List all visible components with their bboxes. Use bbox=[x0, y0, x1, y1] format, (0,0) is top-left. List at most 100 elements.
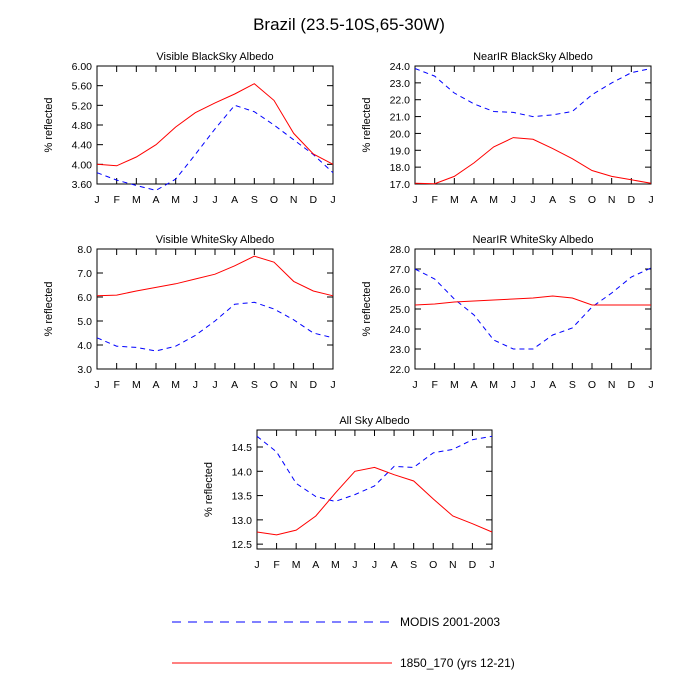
panel-5-series-model bbox=[256, 466, 493, 536]
panel-1-ytick-label: 4.00 bbox=[72, 159, 93, 171]
panel-5-xtick-label: O bbox=[429, 559, 437, 571]
panel-2-xtick-label: F bbox=[431, 194, 437, 206]
panel-5-xtick-label: J bbox=[489, 559, 494, 571]
panel-1-ytick-label: 3.60 bbox=[72, 179, 93, 191]
panel-3-frame bbox=[96, 248, 334, 370]
panel-3-ytick-label: 8.0 bbox=[77, 244, 92, 256]
panel-2-xtick-label: J bbox=[648, 194, 653, 206]
panel-2-xtick-label: S bbox=[569, 194, 576, 206]
panel-4-ytick-label: 23.0 bbox=[390, 344, 411, 356]
panel-5-xtick-label: M bbox=[292, 559, 301, 571]
panel-5-xtick-label: J bbox=[254, 559, 259, 571]
panel-2-series-modis bbox=[414, 68, 652, 118]
panel-5-xtick-label: J bbox=[372, 559, 377, 571]
panel-5-ytick-label: 14.0 bbox=[232, 466, 253, 478]
panel-3-title: Visible WhiteSky Albedo bbox=[156, 234, 274, 246]
panel-1-xtick-label: D bbox=[310, 194, 318, 206]
panel-4-title: NearIR WhiteSky Albedo bbox=[472, 234, 593, 246]
panel-2-xtick-label: J bbox=[511, 194, 516, 206]
panel-3-xtick-label: J bbox=[94, 379, 99, 391]
panel-4-xtick-label: J bbox=[412, 379, 417, 391]
panel-2-ytick-label: 19.0 bbox=[390, 145, 411, 157]
panel-4-xtick-label: A bbox=[549, 379, 556, 391]
panel-3-ytick-label: 3.0 bbox=[77, 364, 92, 376]
panel-4-xtick-label: N bbox=[608, 379, 616, 391]
panel-3-xtick-label: J bbox=[212, 379, 217, 391]
panel-4-xtick-label: S bbox=[569, 379, 576, 391]
panel-1-xtick-label: S bbox=[251, 194, 258, 206]
panel-1-xtick-label: O bbox=[270, 194, 278, 206]
panel-4-ytick-label: 27.0 bbox=[390, 264, 411, 276]
panel-2-xtick-label: J bbox=[530, 194, 535, 206]
panel-3-ytick-label: 4.0 bbox=[77, 340, 92, 352]
panel-2-xtick-label: N bbox=[608, 194, 616, 206]
panel-5-ytick-label: 13.5 bbox=[232, 491, 253, 503]
panel-2-ytick-label: 21.0 bbox=[390, 112, 411, 124]
panel-2-series-model bbox=[414, 137, 652, 185]
panel-1-ylabel: % reflected bbox=[43, 97, 55, 152]
legend-label-2: 1850_170 (yrs 12-21) bbox=[400, 656, 515, 670]
panel-5-ytick-label: 12.5 bbox=[232, 539, 253, 551]
panel-5-xtick-label: A bbox=[312, 559, 319, 571]
panel-2-ylabel: % reflected bbox=[361, 97, 373, 152]
panel-5-xtick-label: S bbox=[410, 559, 417, 571]
panel-5-xtick-label: D bbox=[469, 559, 477, 571]
panel-5-xtick-label: J bbox=[352, 559, 357, 571]
panel-4-ylabel: % reflected bbox=[361, 281, 373, 336]
panel-3-series-model bbox=[96, 255, 334, 297]
panel-2-ytick-label: 24.0 bbox=[390, 61, 411, 73]
panel-1-xtick-label: A bbox=[231, 194, 238, 206]
panel-5-xtick-label: M bbox=[331, 559, 340, 571]
panel-3-ytick-label: 6.0 bbox=[77, 292, 92, 304]
panel-4-xtick-label: M bbox=[450, 379, 459, 391]
panel-3-xtick-label: S bbox=[251, 379, 258, 391]
panel-1-xtick-label: N bbox=[290, 194, 298, 206]
panel-3-xtick-label: D bbox=[310, 379, 318, 391]
panel-3-xtick-label: M bbox=[132, 379, 141, 391]
panel-1-xtick-label: J bbox=[212, 194, 217, 206]
panel-3-xtick-label: F bbox=[113, 379, 119, 391]
panel-2-ytick-label: 18.0 bbox=[390, 162, 411, 174]
panel-4-xtick-label: F bbox=[431, 379, 437, 391]
panel-1-xtick-label: M bbox=[171, 194, 180, 206]
panel-4-series-modis bbox=[414, 267, 652, 350]
panel-5-title: All Sky Albedo bbox=[339, 415, 409, 427]
panel-1-series-model bbox=[96, 83, 334, 167]
panel-2-ytick-label: 23.0 bbox=[390, 78, 411, 90]
panel-5-ytick-label: 14.5 bbox=[232, 442, 253, 454]
panel-2-frame bbox=[414, 65, 652, 185]
panel-2-ytick-label: 17.0 bbox=[390, 179, 411, 191]
panel-5-ytick-label: 13.0 bbox=[232, 515, 253, 527]
panel-4-xtick-label: O bbox=[588, 379, 596, 391]
panel-1-ytick-label: 6.00 bbox=[72, 61, 93, 73]
panel-4-xtick-label: J bbox=[511, 379, 516, 391]
panel-5-xtick-label: A bbox=[391, 559, 398, 571]
panel-3-xtick-label: M bbox=[171, 379, 180, 391]
panel-3-xtick-label: A bbox=[152, 379, 159, 391]
panel-3-xtick-label: J bbox=[193, 379, 198, 391]
panel-2-xtick-label: M bbox=[450, 194, 459, 206]
panel-1-xtick-label: F bbox=[113, 194, 119, 206]
panel-2-ytick-label: 20.0 bbox=[390, 128, 411, 140]
panel-4-ytick-label: 28.0 bbox=[390, 244, 411, 256]
panel-4-ytick-label: 22.0 bbox=[390, 364, 411, 376]
panel-4-ytick-label: 26.0 bbox=[390, 284, 411, 296]
panel-3-ylabel: % reflected bbox=[43, 281, 55, 336]
panel-1-title: Visible BlackSky Albedo bbox=[156, 51, 273, 63]
panel-1-xtick-label: J bbox=[94, 194, 99, 206]
panel-1-ytick-label: 5.20 bbox=[72, 100, 93, 112]
panel-1-ytick-label: 4.80 bbox=[72, 120, 93, 132]
panel-2-title: NearIR BlackSky Albedo bbox=[473, 51, 593, 63]
panel-4-xtick-label: D bbox=[628, 379, 636, 391]
legend-label-1: MODIS 2001-2003 bbox=[400, 615, 500, 629]
panel-2-xtick-label: M bbox=[489, 194, 498, 206]
panel-1-xtick-label: M bbox=[132, 194, 141, 206]
panel-5-series-modis bbox=[256, 435, 493, 502]
figure-title: Brazil (23.5-10S,65-30W) bbox=[253, 15, 445, 34]
panel-4-xtick-label: M bbox=[489, 379, 498, 391]
panel-4-ytick-label: 24.0 bbox=[390, 324, 411, 336]
panel-5-xtick-label: F bbox=[273, 559, 279, 571]
panel-4-xtick-label: J bbox=[648, 379, 653, 391]
